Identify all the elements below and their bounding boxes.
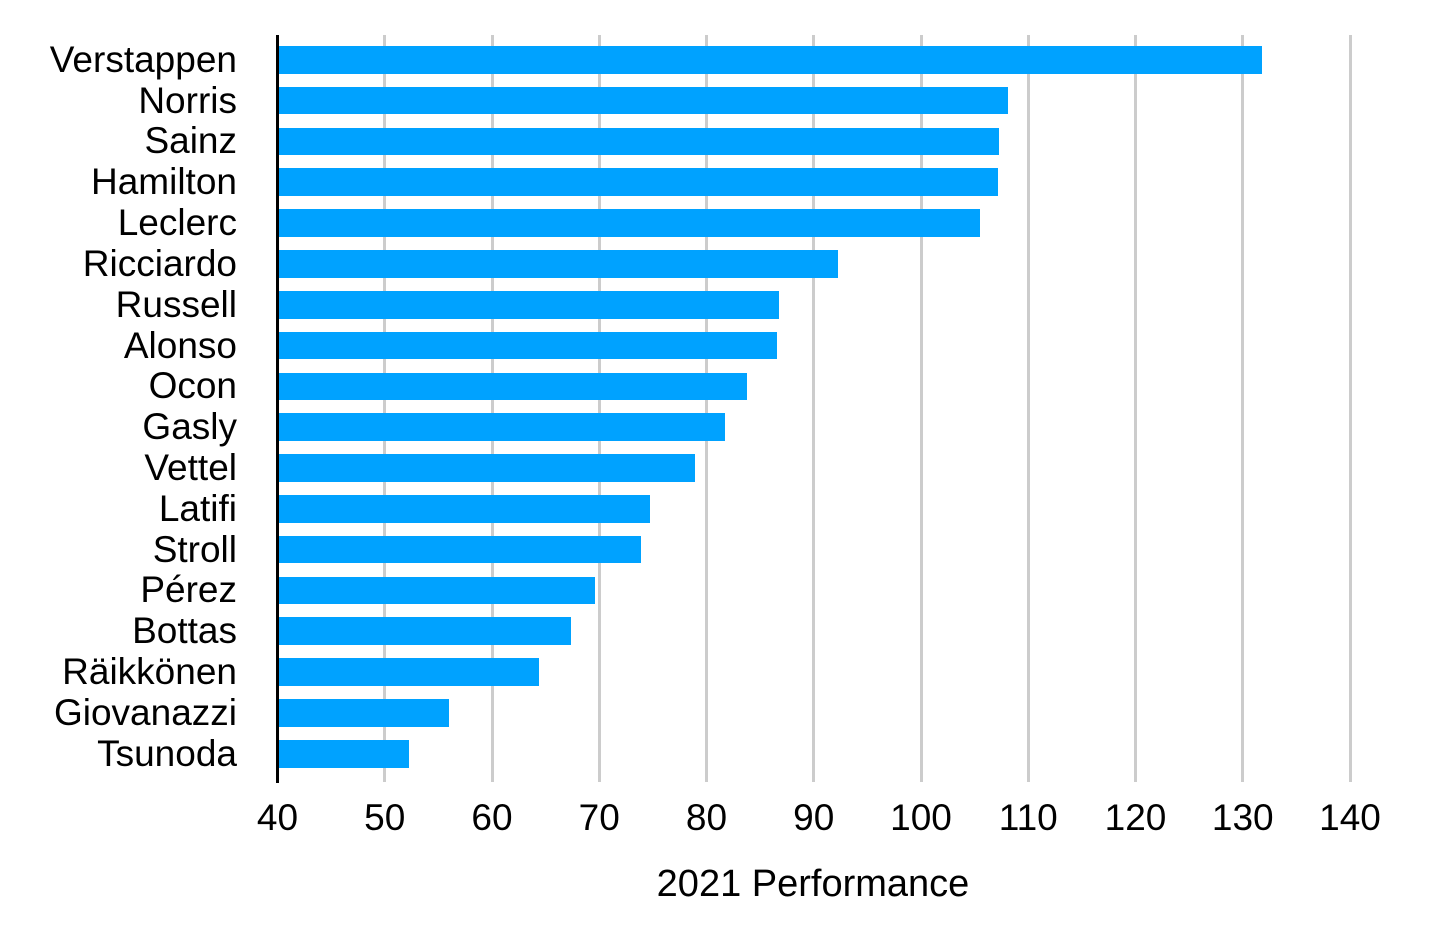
category-label-verstappen: Verstappen (49, 38, 237, 80)
bar-bottas (279, 617, 572, 646)
bar-russell (279, 290, 780, 319)
bar-alonso (279, 331, 778, 360)
x-tick-label-140: 140 (1319, 797, 1381, 838)
bar-sainz (279, 127, 1000, 156)
bar-ricciardo (279, 250, 839, 278)
bar-verstappen (279, 46, 1263, 74)
x-tick-label-40: 40 (256, 797, 299, 838)
gridline-50 (383, 35, 387, 782)
category-label-russell: Russell (115, 283, 237, 325)
x-tick-label-100: 100 (890, 797, 952, 838)
x-tick-label-80: 80 (685, 797, 728, 838)
gridline-60 (490, 35, 494, 782)
x-tick-label-60: 60 (471, 797, 513, 838)
category-label-tsunoda: Tsunoda (97, 732, 237, 774)
category-label-alonso: Alonso (123, 324, 237, 366)
category-label-leclerc: Leclerc (117, 202, 237, 244)
category-label-hamilton: Hamilton (91, 161, 237, 203)
category-label-stroll: Stroll (152, 528, 237, 570)
bar-giovanazzi (279, 699, 450, 727)
bar-leclerc (279, 209, 980, 237)
bar-norris (279, 86, 1008, 115)
category-label-bottas: Bottas (132, 610, 237, 652)
gridline-80 (705, 35, 708, 782)
x-tick-label-110: 110 (998, 797, 1058, 838)
bar-latifi (279, 495, 650, 523)
x-axis-title: 2021 Performance (656, 863, 970, 905)
x-tick-label-120: 120 (1104, 797, 1167, 838)
y-axis-line (275, 35, 280, 783)
gridline-140 (1348, 35, 1352, 782)
category-label-latifi: Latifi (158, 487, 237, 529)
gridline-90 (812, 35, 816, 782)
category-label-ocon: Ocon (148, 365, 237, 407)
category-label-pérez: Pérez (140, 569, 237, 611)
gridline-100 (919, 35, 923, 782)
bar-vettel (279, 454, 695, 482)
bar-hamilton (279, 168, 999, 197)
bar-pérez (279, 576, 595, 605)
category-label-norris: Norris (138, 79, 237, 121)
gridline-110 (1026, 35, 1030, 782)
category-label-giovanazzi: Giovanazzi (53, 691, 237, 733)
x-tick-label-90: 90 (793, 797, 835, 838)
x-tick-label-70: 70 (578, 797, 620, 838)
category-label-vettel: Vettel (144, 447, 237, 488)
gridline-70 (597, 35, 601, 782)
bar-stroll (279, 535, 642, 564)
category-label-gasly: Gasly (142, 406, 237, 448)
bar-tsunoda (279, 739, 410, 768)
gridline-120 (1134, 35, 1137, 782)
bar-ocon (279, 372, 748, 401)
bar-gasly (279, 413, 725, 441)
bar-räikkönen (279, 658, 540, 686)
category-label-ricciardo: Ricciardo (82, 242, 237, 284)
gridline-130 (1241, 35, 1245, 782)
category-label-räikkönen: Räikkönen (62, 651, 237, 693)
category-label-sainz: Sainz (144, 120, 237, 162)
x-tick-label-130: 130 (1211, 797, 1274, 838)
x-tick-label-50: 50 (364, 797, 406, 838)
